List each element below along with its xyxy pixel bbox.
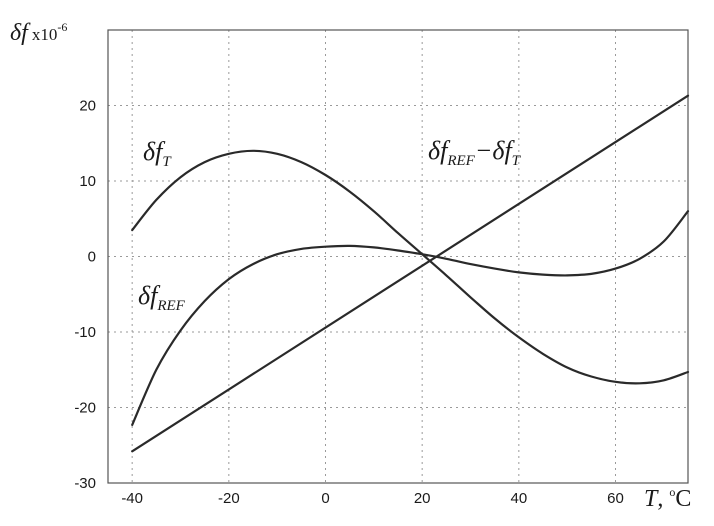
plot-frame	[107, 29, 689, 484]
y-tick-label: 20	[79, 98, 96, 115]
y-tick-label: -20	[74, 400, 96, 417]
x-axis-label-unit: C	[675, 486, 691, 512]
series-label-df-diff-sub-1: REF	[446, 153, 475, 169]
series-label-df-diff: δfREF−δfT	[428, 136, 522, 169]
x-tick-label: 20	[414, 490, 431, 507]
series-label-df-ref: δfREF	[138, 281, 186, 314]
series-label-df-ref-sub: REF	[156, 298, 185, 314]
y-axis-label: δf x10-6	[10, 20, 67, 46]
series-label-df-t-sub: T	[162, 154, 172, 170]
x-tick-label: -40	[121, 490, 143, 507]
y-tick-label: 0	[88, 249, 96, 266]
series-label-df-diff-sub-2: T	[512, 153, 522, 169]
series-label-df-t: δfT	[143, 137, 172, 170]
axis-ticks: -40 -20 0 20 40 60 -30 -20 -10 0 10 20	[74, 98, 624, 508]
x-axis-label-main: T	[644, 486, 659, 512]
x-axis-label: T, oC	[644, 485, 691, 512]
y-axis-unit: x10	[32, 25, 58, 44]
y-tick-label: -30	[74, 475, 96, 492]
x-axis-label-degree: o	[669, 485, 675, 499]
series-label-df-diff-main-1: δf	[428, 136, 451, 165]
x-tick-label: -20	[218, 490, 240, 507]
x-tick-label: 0	[321, 490, 329, 507]
y-axis-label-main: δf	[10, 20, 31, 46]
series-label-df-ref-main: δf	[138, 281, 161, 310]
series-line-df-t	[131, 149, 690, 385]
y-axis-unit-exponent: -6	[57, 20, 67, 34]
series-line-df-ref-minus-df-t	[131, 94, 690, 453]
y-tick-label: 10	[79, 173, 96, 190]
y-tick-label: -10	[74, 324, 96, 341]
series	[131, 94, 690, 453]
x-tick-label: 40	[510, 490, 527, 507]
series-line-df-ref	[131, 210, 690, 426]
x-axis-label-comma: ,	[657, 486, 669, 512]
series-label-df-t-main: δf	[143, 137, 166, 166]
series-label-df-diff-main-2: −δf	[475, 136, 516, 165]
x-tick-label: 60	[607, 490, 624, 507]
